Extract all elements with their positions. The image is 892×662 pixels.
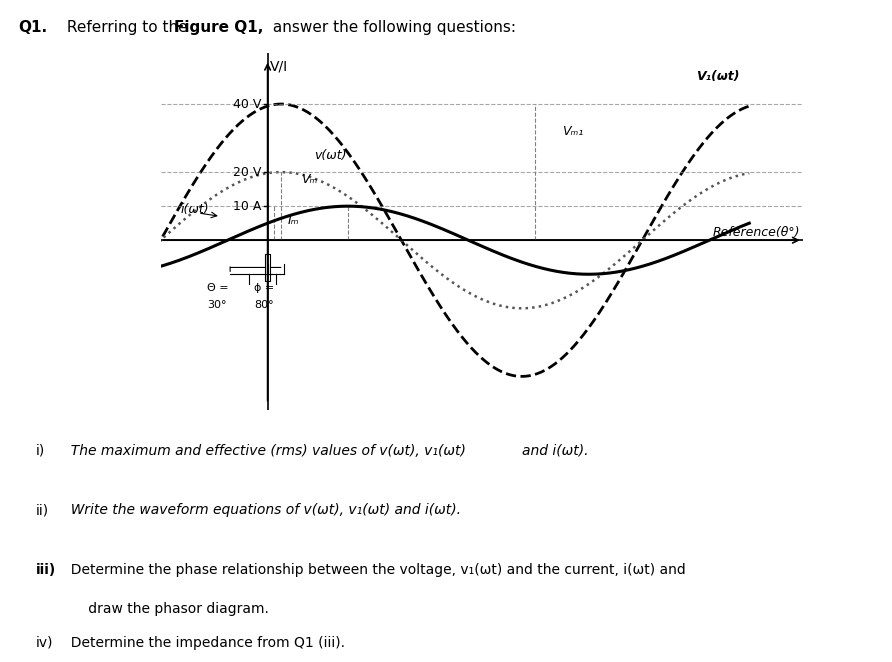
Text: draw the phasor diagram.: draw the phasor diagram. xyxy=(62,602,269,616)
Text: 30°: 30° xyxy=(207,300,227,310)
Text: V/I: V/I xyxy=(270,60,288,73)
Text: ϕ =: ϕ = xyxy=(254,283,275,293)
Text: 40 V: 40 V xyxy=(233,97,261,111)
Text: Vₘ: Vₘ xyxy=(301,173,318,186)
Text: V₁(ωt): V₁(ωt) xyxy=(696,70,739,83)
Text: Θ =: Θ = xyxy=(207,283,229,293)
Text: Reference(θ°): Reference(θ°) xyxy=(713,226,800,238)
Text: iii): iii) xyxy=(36,563,56,577)
Text: 80°: 80° xyxy=(254,300,274,310)
Text: 20 V: 20 V xyxy=(233,166,261,179)
Text: ii): ii) xyxy=(36,503,49,517)
Text: and i(ωt).: and i(ωt). xyxy=(522,444,589,457)
Text: iv): iv) xyxy=(36,636,54,649)
Text: 10 A: 10 A xyxy=(233,200,261,213)
Text: answer the following questions:: answer the following questions: xyxy=(268,20,516,35)
Text: i): i) xyxy=(36,444,45,457)
Text: Vₘ₁: Vₘ₁ xyxy=(562,124,583,138)
Text: Figure Q1,: Figure Q1, xyxy=(174,20,263,35)
Text: Iₘ: Iₘ xyxy=(287,214,299,226)
Text: Referring to the: Referring to the xyxy=(62,20,193,35)
Text: Determine the phase relationship between the voltage, v₁(ωt) and the current, i(: Determine the phase relationship between… xyxy=(62,563,686,577)
Text: The maximum and effective (rms) values of v(ωt), v₁(ωt): The maximum and effective (rms) values o… xyxy=(62,444,471,457)
Text: Determine the impedance from Q1 (iii).: Determine the impedance from Q1 (iii). xyxy=(62,636,345,649)
Text: v(ωt): v(ωt) xyxy=(314,149,347,162)
Text: Write the waveform equations of v(ωt), v₁(ωt) and i(ωt).: Write the waveform equations of v(ωt), v… xyxy=(62,503,461,517)
Text: Q1.: Q1. xyxy=(18,20,47,35)
Text: i(ωt): i(ωt) xyxy=(180,203,210,216)
